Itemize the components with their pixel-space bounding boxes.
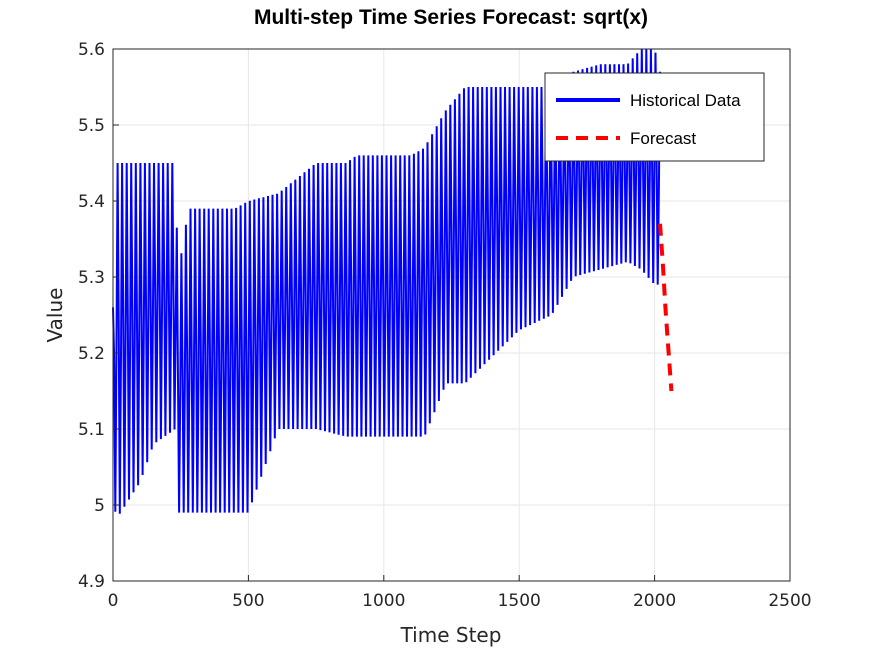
x-tick-label: 0 (108, 591, 119, 611)
y-tick-label: 5 (94, 496, 105, 516)
x-tick-label: 500 (232, 591, 264, 611)
x-tick-label: 2500 (768, 591, 811, 611)
axis-ticks: 0 500 1000 1500 2000 2500 4.9 5 5.1 5.2 5.3 5.4 5.5 5… (78, 40, 812, 611)
y-tick-label: 5.3 (78, 268, 105, 288)
plot-frame (112, 48, 791, 582)
y-tick-label: 5.5 (78, 116, 105, 136)
x-tick-label: 2000 (633, 591, 676, 611)
forecast-series (658, 223, 674, 392)
forecast-line (658, 223, 674, 392)
legend: Historical Data Forecast (544, 72, 765, 162)
y-axis-label: Value (43, 288, 67, 343)
x-tick-label: 1500 (498, 591, 541, 611)
y-tick-label: 4.9 (78, 572, 105, 592)
x-tick-label: 1000 (362, 591, 405, 611)
legend-label-forecast: Forecast (630, 129, 696, 148)
x-axis-label: Time Step (400, 623, 502, 647)
y-tick-label: 5.1 (78, 420, 105, 440)
legend-label-historical: Historical Data (630, 91, 741, 110)
legend-box (544, 72, 765, 162)
chart-title: Multi-step Time Series Forecast: sqrt(x) (254, 6, 648, 29)
y-tick-label: 5.6 (78, 40, 105, 60)
y-tick-label: 5.2 (78, 344, 105, 364)
y-tick-label: 5.4 (78, 192, 105, 212)
